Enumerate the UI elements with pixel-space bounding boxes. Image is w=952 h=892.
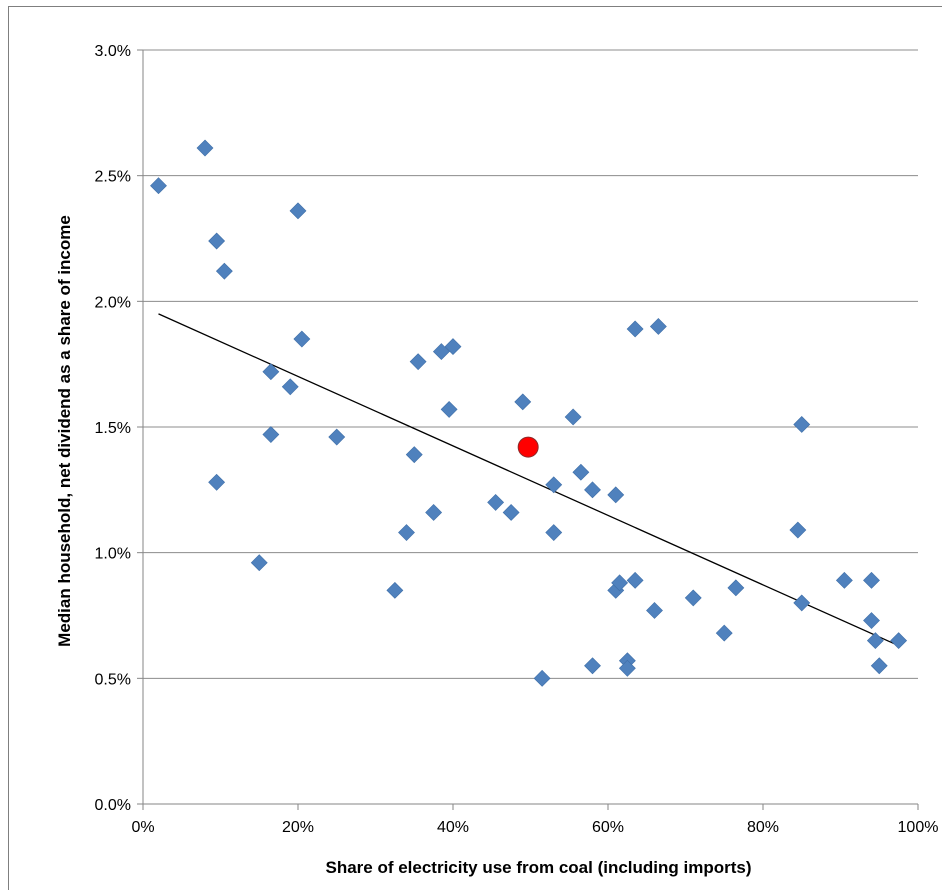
data-point — [398, 524, 415, 541]
data-point — [584, 481, 601, 499]
data-point — [502, 504, 520, 521]
data-point — [444, 338, 462, 355]
data-point — [281, 378, 299, 396]
data-point — [405, 446, 423, 464]
data-point — [262, 363, 280, 381]
data-point — [545, 524, 563, 541]
data-point — [208, 473, 226, 491]
data-point — [533, 669, 551, 687]
x-tick-label: 100% — [898, 819, 939, 836]
x-tick-label: 20% — [282, 819, 314, 836]
y-tick-label: 0.0% — [95, 797, 131, 814]
x-axis-title: Share of electricity use from coal (incl… — [325, 858, 751, 877]
data-point — [646, 602, 663, 619]
data-point — [684, 589, 702, 607]
data-point — [545, 476, 563, 494]
data-point — [626, 320, 644, 338]
data-point — [793, 594, 811, 612]
y-tick-label: 1.5% — [95, 420, 131, 437]
data-point — [289, 202, 307, 220]
data-point — [432, 343, 450, 361]
data-point — [208, 232, 226, 250]
y-tick-labels: 0.0% 0.5% 1.0% 1.5% 2.0% 2.5% 3.0% — [95, 43, 131, 814]
highlighted-point — [517, 436, 539, 458]
x-tick-labels: 0% 20% 40% 60% 80% 100% — [131, 819, 938, 836]
x-tick-label: 60% — [592, 819, 624, 836]
data-point — [626, 571, 644, 589]
data-point — [863, 571, 880, 589]
y-tick-label: 2.0% — [95, 294, 131, 311]
data-point — [607, 486, 625, 504]
data-point — [793, 416, 811, 433]
data-point — [835, 571, 853, 589]
data-point — [863, 612, 880, 629]
data-point — [727, 579, 745, 597]
data-point — [890, 632, 908, 650]
data-points — [150, 139, 908, 687]
y-tick-label: 2.5% — [95, 169, 131, 186]
data-point — [866, 632, 884, 650]
data-point — [870, 657, 888, 675]
data-point — [649, 318, 667, 335]
gridlines — [137, 49, 919, 810]
data-point — [262, 426, 280, 443]
data-point — [293, 330, 311, 348]
y-axis-title: Median household, net dividend as a shar… — [55, 215, 74, 647]
data-point — [196, 139, 214, 157]
y-tick-label: 0.5% — [95, 671, 131, 688]
data-point — [611, 574, 629, 592]
data-point — [715, 624, 733, 642]
x-tick-label: 80% — [747, 819, 779, 836]
trendline — [158, 313, 899, 647]
data-point — [618, 659, 636, 677]
data-point — [386, 581, 404, 599]
data-point — [440, 400, 458, 418]
chart-frame — [8, 6, 942, 890]
data-point — [487, 493, 505, 511]
data-point — [425, 504, 443, 521]
y-tick-label: 1.0% — [95, 546, 131, 563]
x-tick-label: 40% — [437, 819, 469, 836]
data-point — [584, 657, 601, 675]
x-tick-label: 0% — [131, 819, 154, 836]
data-point — [250, 554, 268, 572]
data-point — [215, 262, 233, 280]
y-tick-label: 3.0% — [95, 43, 131, 60]
data-point — [150, 177, 167, 195]
data-point — [514, 393, 532, 411]
data-point — [572, 463, 590, 481]
data-point — [564, 408, 582, 426]
data-point — [328, 428, 346, 446]
data-point — [409, 353, 427, 371]
data-point — [789, 521, 807, 539]
